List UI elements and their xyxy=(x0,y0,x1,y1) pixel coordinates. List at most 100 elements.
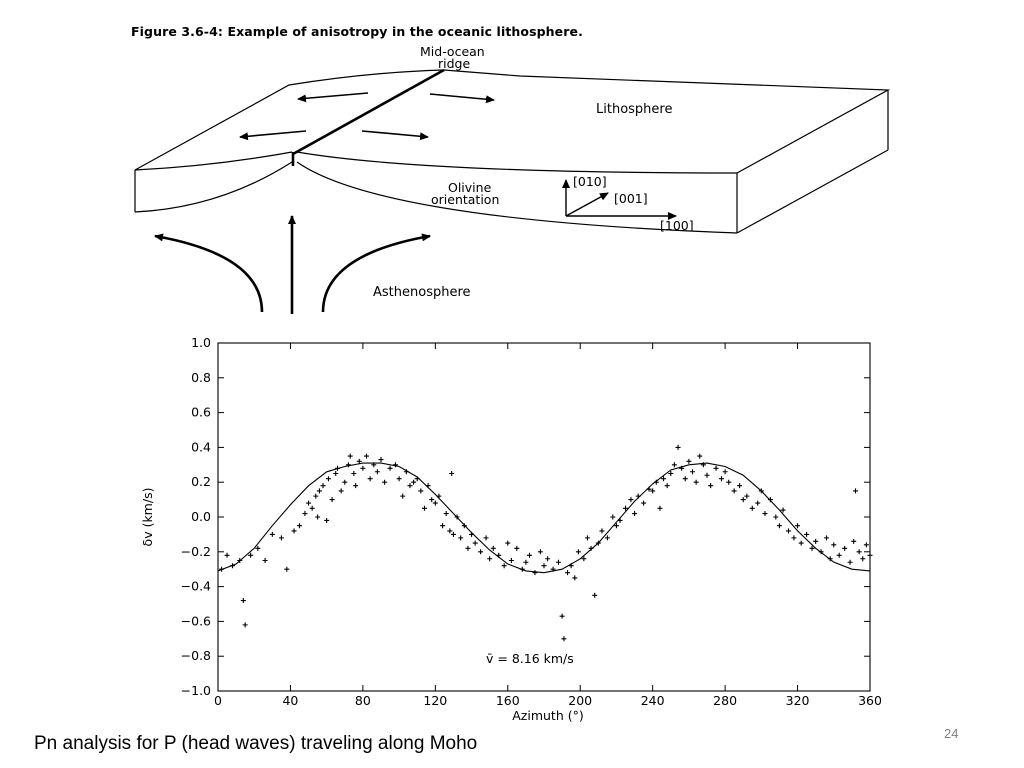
data-point xyxy=(572,575,578,581)
data-point xyxy=(269,531,275,537)
lithosphere-back-bottom xyxy=(736,149,889,234)
data-point xyxy=(342,479,348,485)
data-point xyxy=(668,471,674,476)
data-point xyxy=(657,505,663,511)
data-point xyxy=(309,505,315,511)
data-point xyxy=(831,542,837,548)
data-point xyxy=(313,493,319,499)
data-point xyxy=(592,592,598,598)
data-point xyxy=(740,497,746,503)
data-point xyxy=(584,535,590,541)
data-point xyxy=(749,505,755,511)
data-point xyxy=(242,622,248,628)
data-point xyxy=(798,540,804,546)
data-point xyxy=(278,535,284,541)
data-point xyxy=(559,613,565,619)
lithosphere-front-right-top xyxy=(296,151,738,174)
data-point xyxy=(853,488,859,494)
spreading-arrow-right-lower xyxy=(361,130,429,141)
y-tick-label: −0.8 xyxy=(181,648,211,663)
spreading-arrow-right-upper xyxy=(429,93,495,104)
data-point xyxy=(809,545,815,551)
y-tick-label: −0.2 xyxy=(181,544,211,559)
data-point xyxy=(824,535,830,541)
data-point xyxy=(697,453,703,459)
data-point xyxy=(329,497,335,503)
data-point xyxy=(353,483,359,489)
y-tick-label: 0.8 xyxy=(191,370,211,385)
asthenosphere-label: Asthenosphere xyxy=(373,285,471,300)
data-point xyxy=(780,507,786,513)
data-point xyxy=(541,563,547,569)
asthenosphere-arrow-right xyxy=(321,233,431,313)
spreading-arrow-left-lower xyxy=(239,130,307,141)
data-point xyxy=(527,552,533,558)
data-point xyxy=(387,465,393,471)
data-point xyxy=(411,479,417,485)
data-point xyxy=(291,528,297,534)
data-point xyxy=(776,523,782,529)
data-point xyxy=(671,462,677,468)
anisotropy-diagram: Mid-ocean ridge Lithosphere Olivine orie… xyxy=(134,44,891,314)
x-tick-label: 160 xyxy=(496,693,520,708)
data-point xyxy=(726,479,732,485)
data-point xyxy=(708,483,714,489)
data-point xyxy=(338,488,344,494)
y-tick-label: 0.0 xyxy=(191,509,211,524)
y-tick-label: 0.6 xyxy=(191,405,211,420)
data-point xyxy=(628,497,634,503)
data-point xyxy=(762,511,768,517)
data-point xyxy=(537,549,543,555)
data-point xyxy=(432,500,438,506)
data-point xyxy=(842,545,848,551)
y-tick-label: −0.6 xyxy=(181,613,211,628)
data-point xyxy=(472,540,478,546)
data-point xyxy=(851,538,857,544)
data-point xyxy=(575,549,581,555)
data-point xyxy=(623,505,628,511)
data-point xyxy=(302,511,308,517)
data-point xyxy=(483,535,489,541)
x-tick-label: 320 xyxy=(786,693,810,708)
olivine-label-line1: Olivine xyxy=(448,180,492,195)
data-point xyxy=(613,523,619,529)
fit-curve xyxy=(217,462,871,574)
data-point xyxy=(599,528,605,534)
lithosphere-front-left-top xyxy=(134,151,293,171)
data-point xyxy=(561,636,567,642)
data-point xyxy=(297,523,302,529)
ridge-label-line1: Mid-ocean xyxy=(420,44,485,59)
data-point xyxy=(306,500,312,506)
data-point xyxy=(791,535,797,541)
data-point xyxy=(487,556,493,562)
data-point xyxy=(382,479,388,485)
lithosphere-front-left-bottom xyxy=(134,161,293,213)
data-point xyxy=(240,598,246,604)
lithosphere-front-right-bottom xyxy=(296,161,738,234)
data-point xyxy=(324,517,330,523)
ridge-label-line2: ridge xyxy=(438,56,470,71)
data-point xyxy=(836,552,842,558)
data-point xyxy=(786,528,791,534)
x-axis-label: Azimuth (°) xyxy=(512,708,583,723)
data-point xyxy=(396,476,402,482)
data-point xyxy=(718,476,724,482)
data-point xyxy=(418,488,424,494)
data-point xyxy=(458,535,464,541)
data-point xyxy=(407,483,413,489)
pn-velocity-chart: 0 40 80 120 160 200 240 280 320 360 1.0 0.8 0.6 0.4 0.… xyxy=(140,335,882,723)
slide-caption: Pn analysis for P (head waves) traveling… xyxy=(34,733,478,754)
data-point xyxy=(813,538,819,544)
x-tick-label: 0 xyxy=(214,693,222,708)
olivine-axis-010-label: [010] xyxy=(573,174,607,189)
data-point xyxy=(508,558,514,563)
data-point xyxy=(693,479,699,485)
data-point xyxy=(440,523,446,529)
data-point xyxy=(447,528,453,534)
data-point xyxy=(429,497,435,503)
olivine-axis-001-arrow xyxy=(565,192,609,217)
data-point xyxy=(555,559,561,565)
data-point xyxy=(860,556,866,562)
data-point xyxy=(686,458,692,464)
